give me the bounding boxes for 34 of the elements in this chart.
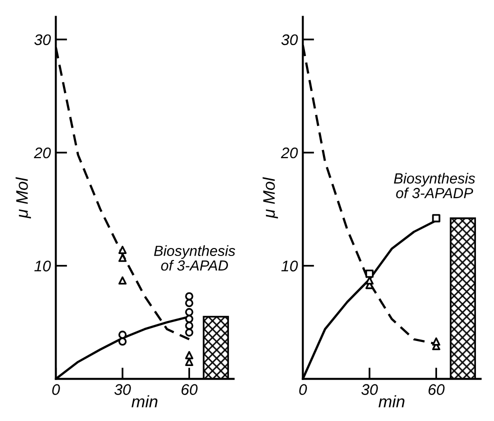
point (185, 314, 194, 324)
y-tick-label: 30 (34, 34, 51, 46)
x-axis-title: min (378, 395, 404, 408)
point (118, 276, 127, 285)
x-tick-label: 60 (428, 384, 445, 395)
point (185, 299, 194, 308)
point (365, 270, 374, 278)
y-tick-label: 20 (34, 147, 51, 158)
x-tick-label: 0 (52, 384, 60, 395)
x-tick-label: 0 (299, 384, 307, 395)
y-axis-title: μ Mol (16, 177, 31, 219)
point (432, 337, 440, 346)
point (118, 337, 127, 346)
point (432, 214, 440, 222)
point (185, 351, 194, 360)
y-tick-label: 10 (34, 260, 51, 272)
point (185, 358, 194, 366)
point (118, 246, 127, 254)
annotation: Biosynthesis of 3-APAD (154, 245, 236, 271)
x-tick-label: 30 (114, 384, 131, 395)
y-tick-label: 30 (281, 34, 298, 46)
point (185, 322, 194, 330)
point (118, 254, 127, 262)
point (118, 330, 127, 339)
x-tick-label: 60 (182, 384, 198, 395)
x-axis-title: min (132, 395, 158, 408)
point (185, 308, 194, 316)
point (185, 328, 194, 337)
point (185, 292, 194, 300)
y-axis-title: μ Mol (262, 177, 278, 219)
annotation: Biosynthesis of 3-APADP (394, 172, 476, 198)
x-tick-label: 30 (361, 384, 378, 395)
y-tick-label: 20 (280, 147, 298, 158)
y-tick-label: 10 (281, 260, 298, 272)
